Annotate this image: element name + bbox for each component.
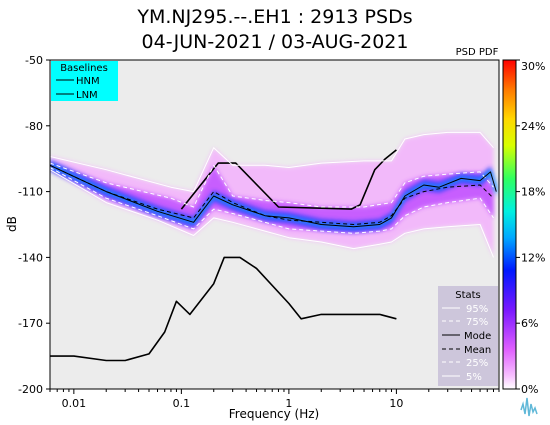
series-line-mode (50, 164, 497, 228)
chart-subtitle: 04-JUN-2021 / 03-AUG-2021 (141, 31, 409, 53)
stats-legend-title: Stats (455, 290, 481, 301)
colorbar-tick-label: 30% (521, 60, 545, 73)
y-tick-label: -110 (18, 186, 43, 199)
baselines-legend-title: Baselines (60, 63, 108, 74)
series-line-75pct (50, 162, 494, 208)
series-lines (50, 131, 497, 362)
legend-95-label: 95% (466, 304, 488, 315)
legend-mean-label: Mean (464, 345, 491, 356)
axis-ticks: -50 -80 -110 -140 -170 -200 0.01 0.1 1 10 (18, 54, 500, 410)
series-line-hnm (180, 149, 397, 210)
logo-icon (520, 397, 538, 417)
x-tick-label: 10 (389, 397, 403, 410)
legend-5-label: 5% (466, 372, 482, 383)
legend-75-label: 75% (466, 317, 488, 328)
x-tick-label: 0.1 (173, 397, 191, 410)
series-line-lnm (50, 256, 397, 362)
density-band-core (50, 159, 497, 233)
series-line-5pct (50, 169, 494, 258)
stats-legend-box (438, 286, 498, 386)
legend-lnm-label: LNM (76, 90, 98, 101)
colorbar-tick-label: 12% (521, 251, 545, 264)
legend-25-label: 25% (466, 358, 488, 369)
y-tick-label: -200 (18, 383, 43, 396)
colorbar-tick-label: 6% (521, 317, 538, 330)
y-tick-label: -170 (18, 317, 43, 330)
legend-hnm-label: HNM (76, 76, 100, 87)
colorbar-tick-label: 24% (521, 120, 545, 133)
colorbar-tick-label: 0% (521, 383, 538, 396)
x-tick-label: 0.01 (62, 397, 87, 410)
x-axis-title: Frequency (Hz) (229, 407, 320, 421)
colorbar (502, 59, 517, 390)
legend-mode-label: Mode (464, 331, 491, 342)
y-tick-label: -80 (25, 120, 43, 133)
stats-legend: Stats 95% 75% Mode Mean 25% 5% (438, 286, 498, 386)
plot-frame (49, 59, 500, 390)
chart-title: YM.NJ295.--.EH1 : 2913 PSDs (137, 6, 413, 28)
y-tick-label: -140 (18, 251, 43, 264)
series-line-95pct (50, 131, 494, 193)
colorbar-label: PSD PDF (456, 47, 499, 58)
x-tick-label: 1 (285, 397, 292, 410)
colorbar-ticks: 0% 6% 12% 18% 24% 30% (516, 59, 545, 396)
colorbar-tick-label: 18% (521, 186, 545, 199)
y-tick-label: -50 (25, 54, 43, 67)
y-axis-title: dB (5, 216, 19, 232)
baselines-legend: Baselines HNM LNM (51, 61, 118, 101)
series-line-25pct (50, 167, 494, 234)
series-line-mean (50, 164, 494, 225)
